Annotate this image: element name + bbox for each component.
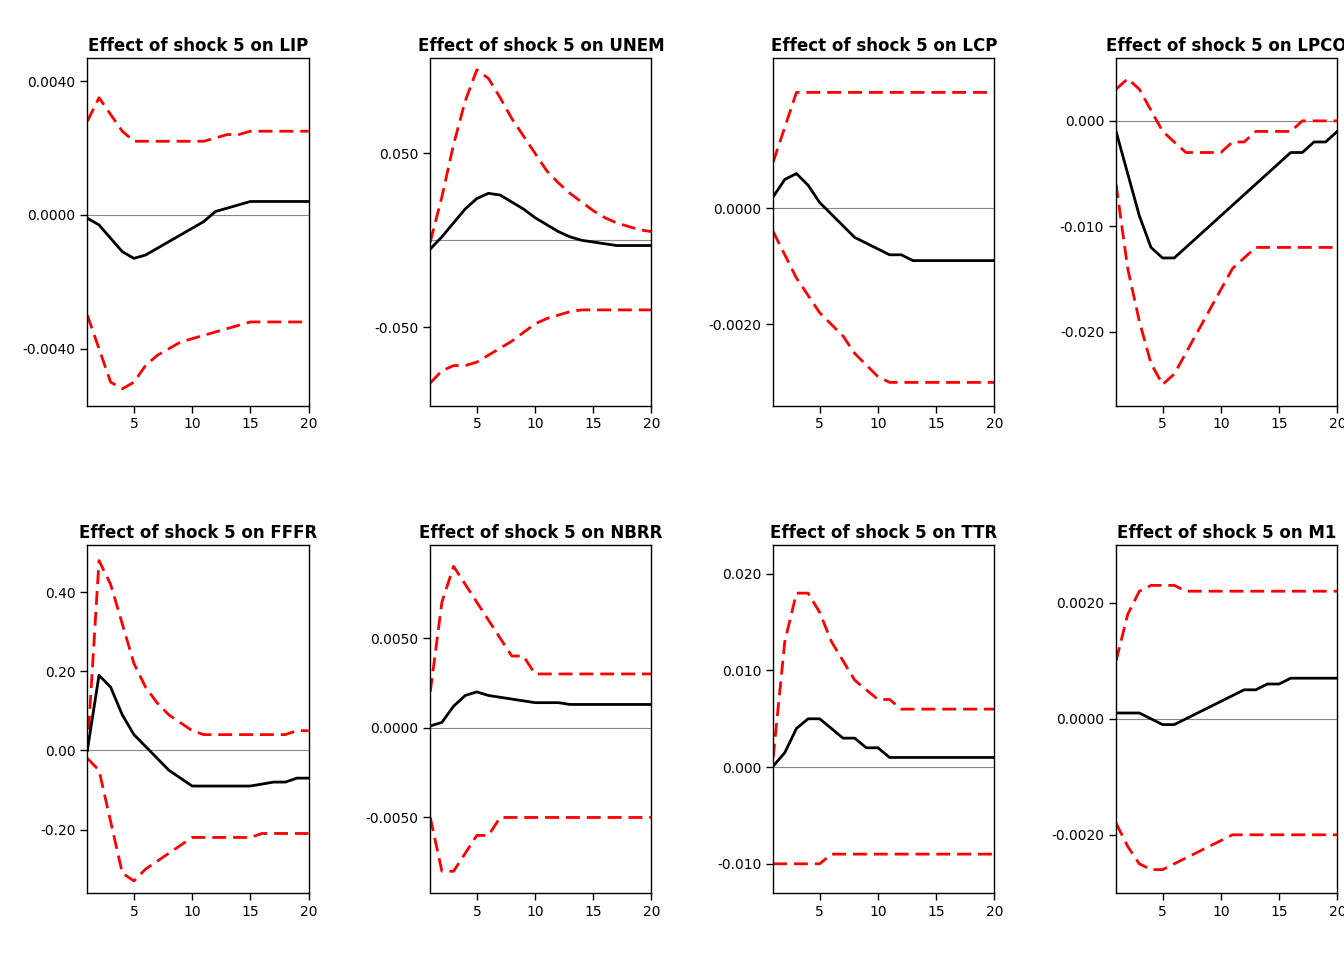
Title: Effect of shock 5 on TTR: Effect of shock 5 on TTR <box>770 524 997 541</box>
Title: Effect of shock 5 on M1: Effect of shock 5 on M1 <box>1117 524 1336 541</box>
Title: Effect of shock 5 on UNEM: Effect of shock 5 on UNEM <box>418 36 664 55</box>
Title: Effect of shock 5 on LPCO: Effect of shock 5 on LPCO <box>1106 36 1344 55</box>
Title: Effect of shock 5 on NBRR: Effect of shock 5 on NBRR <box>419 524 663 541</box>
Title: Effect of shock 5 on LIP: Effect of shock 5 on LIP <box>87 36 308 55</box>
Title: Effect of shock 5 on LCP: Effect of shock 5 on LCP <box>770 36 997 55</box>
Title: Effect of shock 5 on FFFR: Effect of shock 5 on FFFR <box>79 524 317 541</box>
